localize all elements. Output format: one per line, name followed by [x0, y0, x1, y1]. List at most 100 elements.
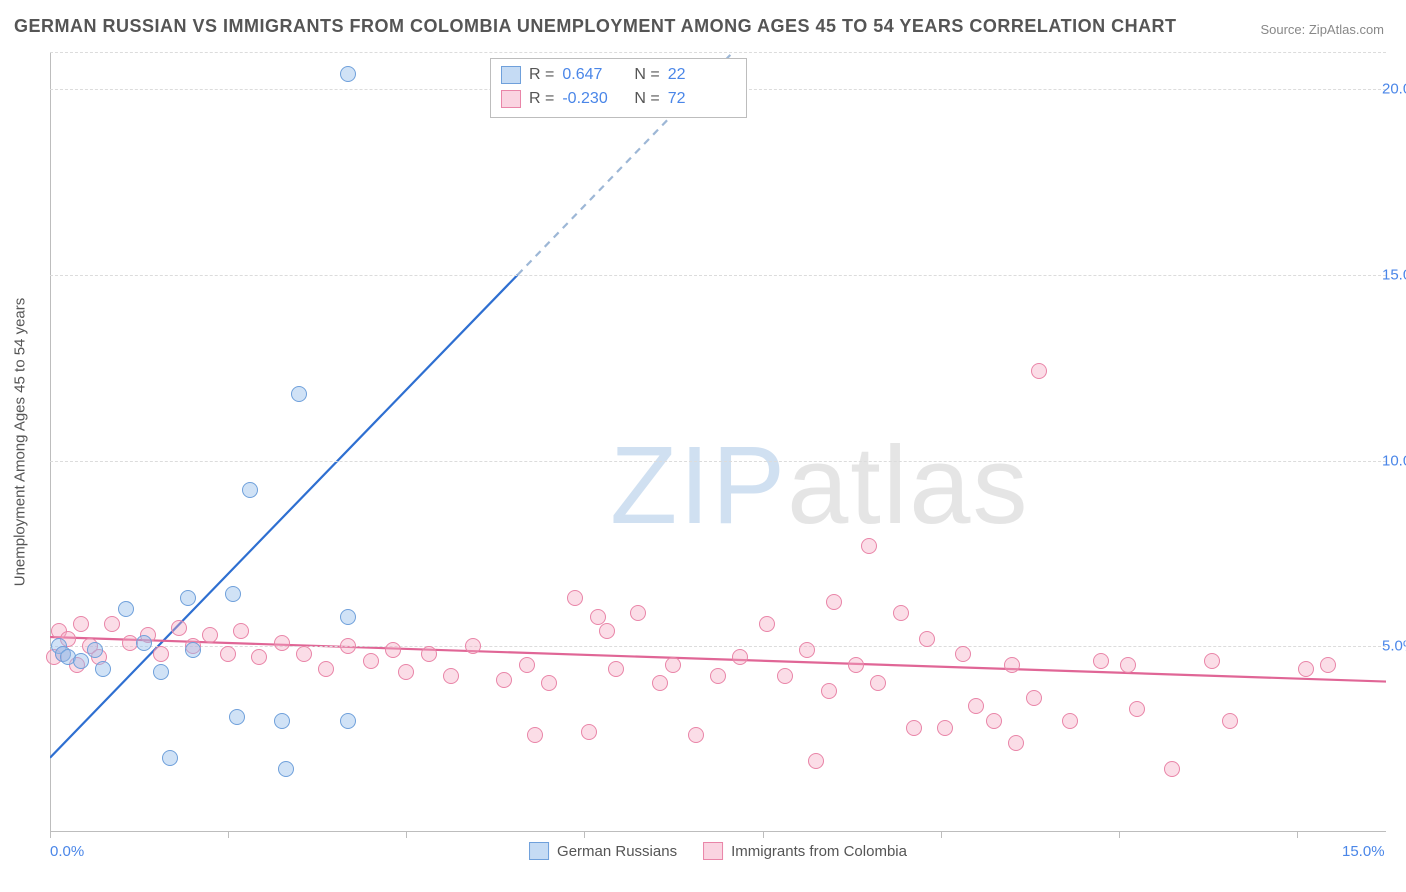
gridline	[50, 275, 1386, 276]
r-value-blue: 0.647	[562, 66, 626, 84]
data-point-blue	[87, 642, 103, 658]
data-point-pink	[759, 616, 775, 632]
data-point-pink	[688, 727, 704, 743]
legend-label-blue: German Russians	[557, 843, 677, 860]
data-point-pink	[465, 638, 481, 654]
data-point-pink	[732, 649, 748, 665]
data-point-pink	[1008, 735, 1024, 751]
data-point-pink	[1320, 657, 1336, 673]
plot-surface: 5.0%10.0%15.0%20.0%0.0%15.0%	[50, 52, 1386, 832]
data-point-pink	[1031, 363, 1047, 379]
data-point-blue	[229, 709, 245, 725]
data-point-blue	[136, 635, 152, 651]
data-point-pink	[906, 720, 922, 736]
data-point-pink	[893, 605, 909, 621]
data-point-pink	[710, 668, 726, 684]
data-point-pink	[1004, 657, 1020, 673]
data-point-pink	[363, 653, 379, 669]
chart-area: Unemployment Among Ages 45 to 54 years Z…	[50, 52, 1386, 832]
source-attribution: Source: ZipAtlas.com	[1260, 22, 1384, 37]
data-point-pink	[665, 657, 681, 673]
data-point-blue	[278, 761, 294, 777]
data-point-pink	[527, 727, 543, 743]
data-point-pink	[608, 661, 624, 677]
data-point-pink	[153, 646, 169, 662]
y-tick-label: 5.0%	[1382, 638, 1406, 655]
x-tick	[584, 832, 585, 838]
data-point-pink	[1222, 713, 1238, 729]
data-point-pink	[861, 538, 877, 554]
gridline	[50, 646, 1386, 647]
data-point-pink	[233, 623, 249, 639]
data-point-blue	[291, 386, 307, 402]
data-point-pink	[1062, 713, 1078, 729]
x-tick	[50, 832, 51, 838]
r-label: R =	[529, 90, 554, 108]
data-point-pink	[251, 649, 267, 665]
legend-row-pink: R = -0.230 N = 72	[501, 87, 732, 111]
data-point-pink	[599, 623, 615, 639]
r-value-pink: -0.230	[562, 90, 626, 108]
y-tick-label: 20.0%	[1382, 81, 1406, 98]
data-point-pink	[398, 664, 414, 680]
legend-item-pink: Immigrants from Colombia	[703, 842, 907, 860]
data-point-pink	[1093, 653, 1109, 669]
data-point-blue	[274, 713, 290, 729]
x-tick	[763, 832, 764, 838]
data-point-pink	[421, 646, 437, 662]
data-point-pink	[274, 635, 290, 651]
series-legend: German Russians Immigrants from Colombia	[529, 842, 907, 860]
data-point-pink	[1129, 701, 1145, 717]
n-value-blue: 22	[668, 66, 732, 84]
data-point-blue	[162, 750, 178, 766]
x-tick	[406, 832, 407, 838]
swatch-blue	[501, 66, 521, 84]
data-point-pink	[652, 675, 668, 691]
data-point-pink	[340, 638, 356, 654]
data-point-pink	[777, 668, 793, 684]
legend-item-blue: German Russians	[529, 842, 677, 860]
x-tick	[228, 832, 229, 838]
n-label: N =	[634, 90, 659, 108]
data-point-pink	[104, 616, 120, 632]
n-label: N =	[634, 66, 659, 84]
data-point-pink	[986, 713, 1002, 729]
gridline	[50, 52, 1386, 53]
y-axis-line	[50, 52, 51, 832]
data-point-pink	[590, 609, 606, 625]
data-point-pink	[171, 620, 187, 636]
x-axis-line	[50, 831, 1386, 832]
data-point-pink	[848, 657, 864, 673]
data-point-pink	[821, 683, 837, 699]
y-tick-label: 10.0%	[1382, 452, 1406, 469]
data-point-pink	[73, 616, 89, 632]
data-point-pink	[1204, 653, 1220, 669]
gridline	[50, 461, 1386, 462]
data-point-pink	[581, 724, 597, 740]
data-point-pink	[937, 720, 953, 736]
data-point-pink	[630, 605, 646, 621]
data-point-pink	[968, 698, 984, 714]
data-point-pink	[519, 657, 535, 673]
trend-line	[50, 275, 518, 758]
data-point-pink	[443, 668, 459, 684]
data-point-pink	[870, 675, 886, 691]
swatch-pink	[501, 90, 521, 108]
x-tick	[941, 832, 942, 838]
data-point-pink	[1164, 761, 1180, 777]
data-point-blue	[180, 590, 196, 606]
x-tick	[1297, 832, 1298, 838]
data-point-blue	[340, 66, 356, 82]
data-point-pink	[808, 753, 824, 769]
data-point-pink	[919, 631, 935, 647]
x-tick	[1119, 832, 1120, 838]
x-tick-label: 0.0%	[50, 843, 84, 860]
data-point-pink	[202, 627, 218, 643]
data-point-pink	[955, 646, 971, 662]
data-point-blue	[153, 664, 169, 680]
data-point-blue	[340, 713, 356, 729]
data-point-pink	[799, 642, 815, 658]
data-point-pink	[385, 642, 401, 658]
r-label: R =	[529, 66, 554, 84]
trend-lines	[50, 52, 1386, 832]
